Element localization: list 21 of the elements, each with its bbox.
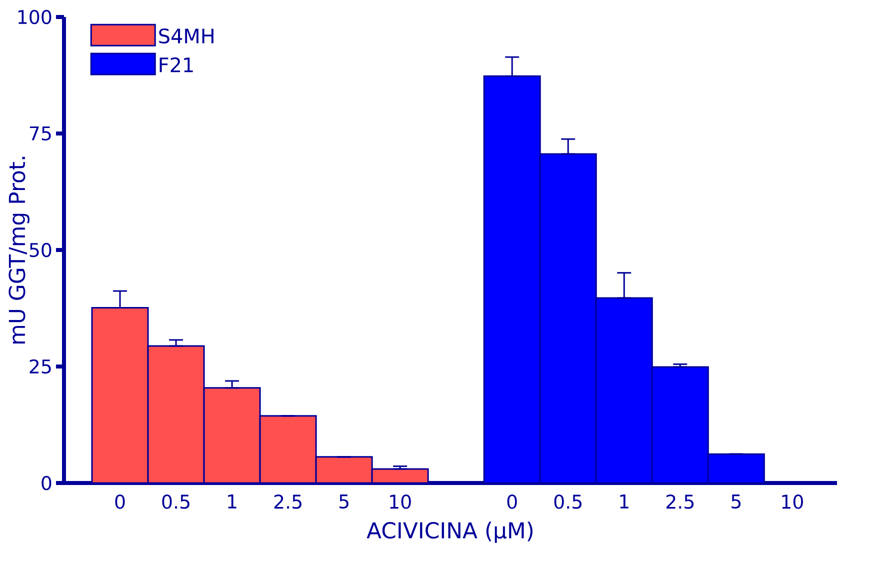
x-tick-label: 1 bbox=[620, 494, 628, 508]
x-tick-label: 2.5 bbox=[666, 494, 694, 509]
legend-label: F21 bbox=[160, 57, 193, 72]
x-tick-label: 0 bbox=[507, 494, 517, 509]
legend-label: S4MH bbox=[159, 28, 214, 44]
x-axis-title: ACIVICINA (μM) bbox=[366, 522, 533, 543]
x-tick-label: 0 bbox=[115, 494, 125, 509]
x-tick-label: 0.5 bbox=[554, 494, 582, 509]
x-tick-label: 0.5 bbox=[162, 494, 190, 509]
x-tick-label: 10 bbox=[782, 494, 803, 509]
y-tick-label: 0 bbox=[42, 476, 52, 490]
x-tick-label: 5 bbox=[732, 494, 741, 509]
x-tick-label: 2.5 bbox=[274, 494, 302, 509]
y-tick-label: 50 bbox=[30, 242, 52, 258]
x-tick-label: 10 bbox=[390, 494, 411, 509]
x-tick-label: 5 bbox=[339, 494, 348, 509]
y-tick-label: 75 bbox=[30, 126, 51, 141]
x-tick-label: 1 bbox=[228, 494, 236, 508]
y-tick-label: 25 bbox=[30, 359, 51, 374]
y-axis-title: mU GGT/mg Prot. bbox=[8, 156, 30, 344]
y-tick-label: 100 bbox=[18, 10, 52, 24]
